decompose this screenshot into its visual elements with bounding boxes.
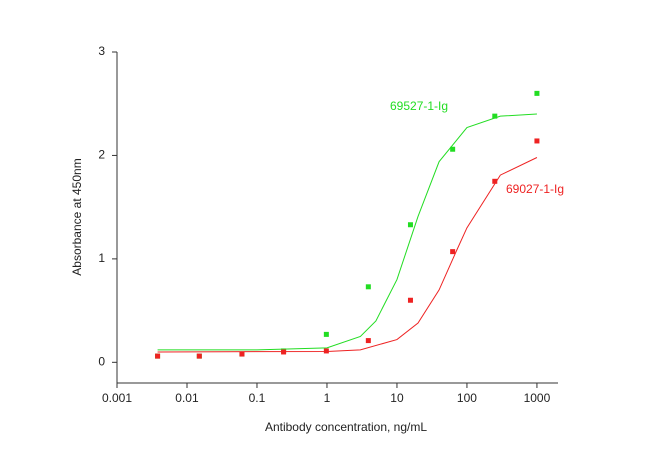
x-tick-label: 0.01: [175, 391, 199, 405]
y-axis-title: Absorbance at 450nm: [70, 158, 84, 275]
series-label: 69027-1-Ig: [506, 182, 564, 196]
x-tick-label: 0.001: [102, 391, 132, 405]
x-tick-label: 0.1: [249, 391, 266, 405]
x-tick-label: 10: [390, 391, 404, 405]
data-point: [239, 351, 245, 357]
data-point: [323, 331, 329, 337]
fit-curve: [157, 113, 537, 351]
x-tick-label: 1: [324, 391, 331, 405]
data-point: [155, 353, 161, 359]
y-tick-label: 1: [98, 251, 105, 265]
data-point: [323, 348, 329, 354]
data-point: [492, 113, 498, 119]
data-point: [534, 90, 540, 96]
y-tick-label: 0: [98, 354, 105, 368]
data-point: [281, 349, 287, 355]
data-point: [450, 249, 456, 255]
data-point: [534, 138, 540, 144]
x-tick-label: 100: [457, 391, 477, 405]
y-tick-label: 2: [98, 148, 105, 162]
data-point: [407, 297, 413, 303]
data-point: [365, 284, 371, 290]
data-point: [407, 222, 413, 228]
x-tick-label: 1000: [524, 391, 551, 405]
data-point: [365, 338, 371, 344]
x-axis-title: Antibody concentration, ng/mL: [265, 420, 427, 434]
fit-curve: [157, 157, 538, 353]
data-point: [450, 146, 456, 152]
y-tick-label: 3: [98, 44, 105, 58]
data-point: [492, 178, 498, 184]
data-point: [196, 353, 202, 359]
series-label: 69527-1-Ig: [390, 99, 448, 113]
